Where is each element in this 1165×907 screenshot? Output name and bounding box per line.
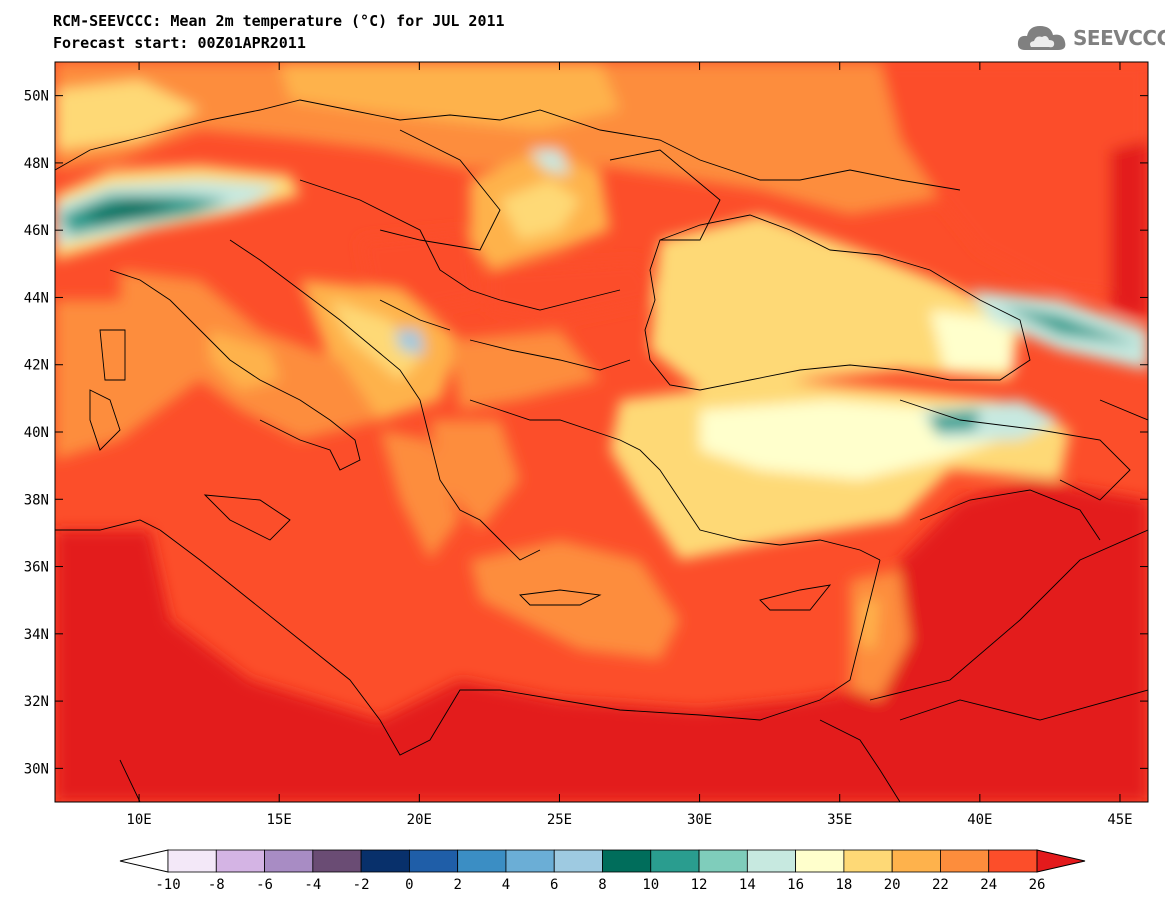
temperature-field (55, 62, 1148, 802)
longitude-ticks: 10E 15E 20E 25E 30E 35E 40E 45E (126, 62, 1133, 828)
colorbar-label: 22 (932, 877, 949, 893)
lon-tick-label: 20E (407, 812, 432, 828)
lat-tick-label: 44N (24, 290, 49, 306)
colorbar-label: 2 (453, 877, 461, 893)
colorbar-max-triangle (1036, 849, 1086, 873)
colorbar-label: 26 (1029, 877, 1046, 893)
colorbar-swatch (457, 849, 507, 873)
colorbar-swatch (264, 849, 314, 873)
lon-tick-label: 35E (827, 812, 852, 828)
colorbar-label: 0 (405, 877, 413, 893)
colorbar-swatch (408, 849, 459, 873)
coastlines (55, 99, 1148, 802)
seevccc-logo: SEEVCCC (1015, 20, 1165, 60)
colorbar-label: 20 (884, 877, 901, 893)
colorbar-label: 14 (739, 877, 756, 893)
lat-tick-label: 36N (24, 560, 49, 576)
colorbar-swatch (215, 849, 265, 873)
colorbar-label: -8 (208, 877, 225, 893)
colorbar-swatch (698, 849, 748, 873)
colorbar-label: -2 (353, 877, 370, 893)
colorbar-label: 6 (550, 877, 558, 893)
lat-tick-label: 30N (24, 761, 49, 777)
colorbar-swatch (650, 849, 700, 873)
colorbar-swatch (505, 849, 555, 873)
colorbar-label: -6 (256, 877, 273, 893)
colorbar-swatch (602, 849, 652, 873)
colorbar-min-triangle (119, 849, 169, 873)
colorbar-label: 8 (598, 877, 606, 893)
lat-tick-label: 48N (24, 156, 49, 172)
lon-tick-label: 45E (1107, 812, 1132, 828)
lon-tick-label: 25E (547, 812, 572, 828)
colorbar-label: -4 (304, 877, 321, 893)
colorbar-label: 10 (642, 877, 659, 893)
lon-tick-label: 15E (267, 812, 292, 828)
colorbar: -10 -8 -6 -4 -2 0 2 4 6 8 10 12 14 16 18 20 22 24 26 (119, 849, 1086, 893)
colorbar-swatch (746, 849, 797, 873)
map-title: RCM-SEEVCCC: Mean 2m temperature (°C) fo… (53, 12, 505, 30)
colorbar-swatch (167, 849, 217, 873)
colorbar-swatch (312, 849, 362, 873)
lat-tick-label: 42N (24, 358, 49, 374)
lat-tick-label: 38N (24, 492, 49, 508)
cloud-icon (1017, 26, 1066, 50)
lon-tick-label: 30E (687, 812, 712, 828)
lon-tick-label: 10E (126, 812, 151, 828)
lat-tick-label: 32N (24, 694, 49, 710)
colorbar-swatch (843, 849, 893, 873)
colorbar-label: 4 (502, 877, 510, 893)
colorbar-swatch (553, 849, 603, 873)
colorbar-label: 24 (980, 877, 997, 893)
logo-text: SEEVCCC (1073, 26, 1165, 50)
colorbar-swatch (891, 849, 941, 873)
colorbar-label: 18 (835, 877, 852, 893)
colorbar-label: -10 (155, 877, 180, 893)
lat-tick-label: 46N (24, 223, 49, 239)
lat-tick-label: 34N (24, 627, 49, 643)
latitude-ticks: 50N 48N 46N 44N 42N 40N 38N 36N 34N 32N 30N (24, 89, 1148, 777)
colorbar-swatch (940, 849, 990, 873)
colorbar-label: 16 (787, 877, 804, 893)
lat-tick-label: 50N (24, 89, 49, 105)
lat-tick-label: 40N (24, 425, 49, 441)
colorbar-swatch (795, 849, 845, 873)
colorbar-swatch (988, 849, 1038, 873)
colorbar-swatch (360, 849, 410, 873)
lon-tick-label: 40E (967, 812, 992, 828)
colorbar-label: 12 (691, 877, 708, 893)
forecast-start-label: Forecast start: 00Z01APR2011 (53, 34, 306, 52)
